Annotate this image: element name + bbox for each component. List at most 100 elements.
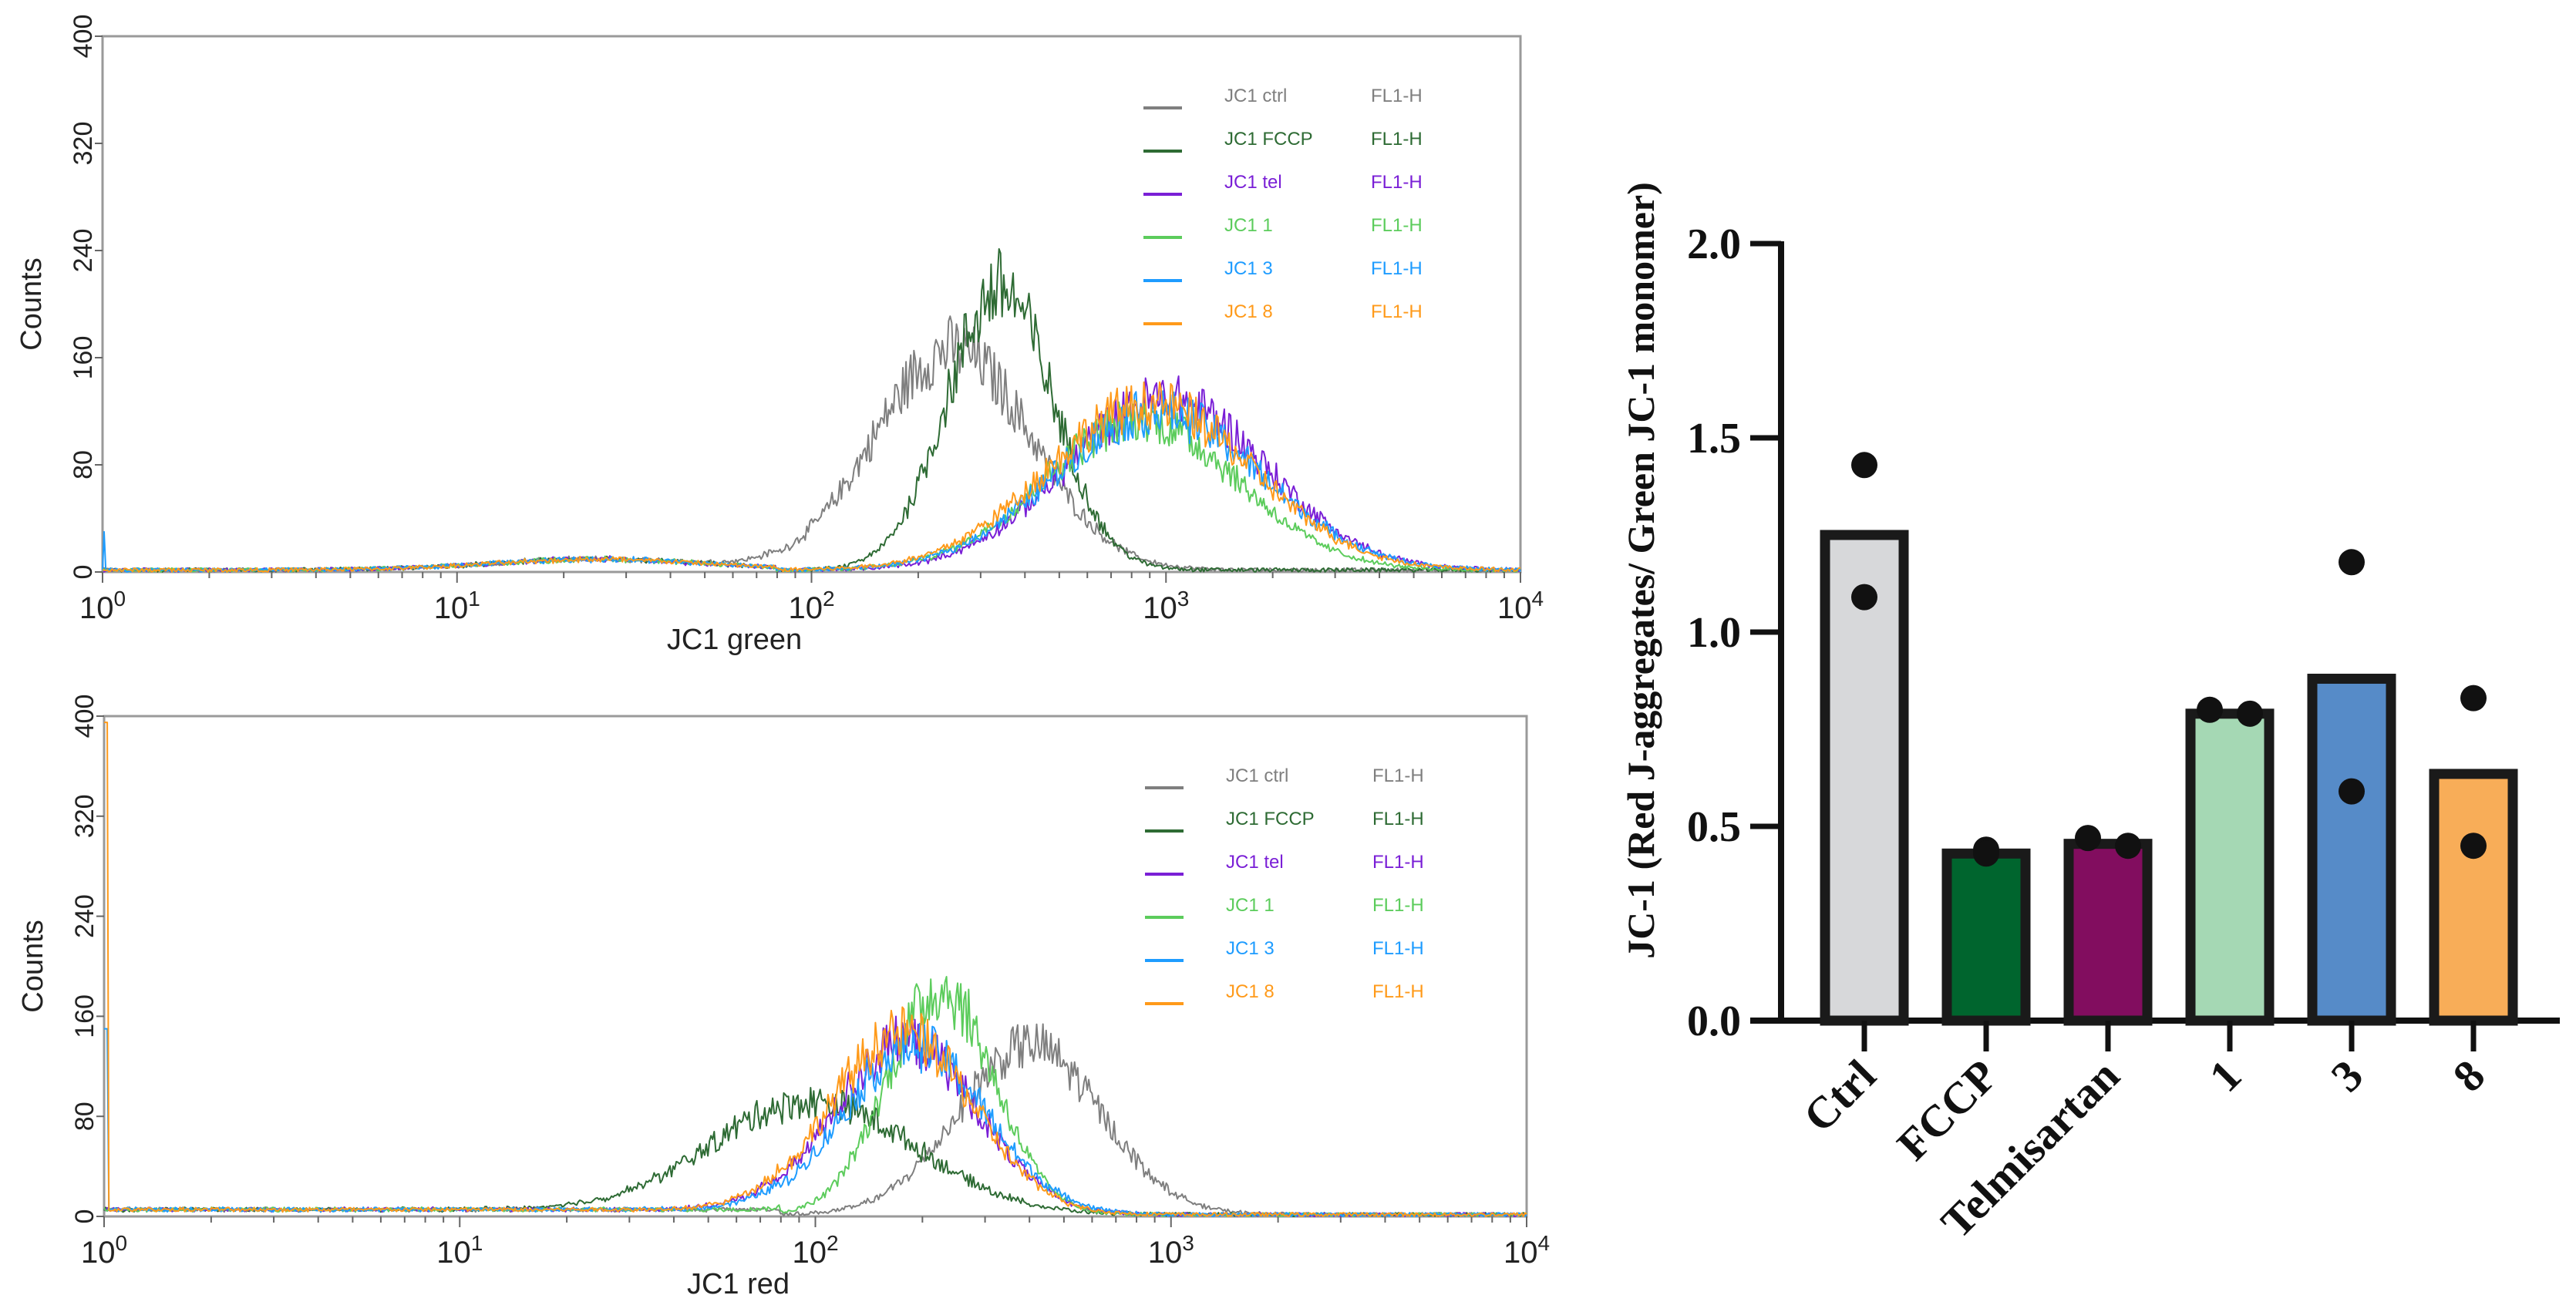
x-tick-base: 10 (1497, 591, 1532, 625)
histogram-series-jc1-1 (102, 401, 1521, 573)
x-tick-base: 10 (79, 591, 114, 625)
y-tick-label: 0 (69, 565, 98, 580)
y-tick-label: 1.0 (1687, 609, 1741, 657)
category-label: 3 (2322, 1050, 2372, 1101)
bar-1 (2185, 708, 2275, 1026)
legend-label: JC1 FCCP (1224, 129, 1313, 150)
data-point (2460, 685, 2487, 712)
legend-label: JC1 1 (1224, 215, 1273, 236)
x-tick-exponent: 3 (1177, 587, 1190, 611)
histogram-series-jc1-1 (103, 976, 1527, 1217)
legend-label: JC1 ctrl (1224, 86, 1287, 106)
bar-3 (2307, 673, 2396, 1026)
x-tick-base: 10 (1504, 1236, 1538, 1270)
x-tick-base: 10 (788, 591, 823, 625)
x-tick-base: 10 (436, 1236, 471, 1270)
legend-channel: FL1-H (1371, 215, 1423, 236)
bar-telmisartan (2063, 839, 2153, 1026)
x-tick-label: 103 (1148, 1231, 1194, 1270)
histogram-series-jc1-tel (102, 375, 1521, 573)
y-tick-label: 320 (69, 122, 98, 166)
legend-channel: FL1-H (1371, 258, 1423, 279)
plot-frame (101, 35, 1522, 574)
x-tick-label: 102 (788, 587, 834, 625)
bar-fccp (1941, 848, 2031, 1026)
y-tick-label: 320 (70, 794, 99, 838)
bar-8 (2429, 769, 2518, 1026)
data-point (2197, 696, 2223, 723)
x-tick-base: 10 (1148, 1236, 1183, 1270)
category-label: 1 (2200, 1050, 2251, 1101)
y-tick-label: 80 (69, 450, 98, 479)
data-point (2339, 778, 2365, 805)
legend-channel: FL1-H (1371, 172, 1423, 193)
y-axis-label: JC-1 (Red J-aggregates/ Green JC-1 monom… (1619, 182, 1662, 959)
y-tick-label: 160 (70, 994, 99, 1038)
y-tick-label: 160 (69, 336, 98, 380)
x-tick-exponent: 1 (468, 587, 480, 611)
y-tick-label: 0.5 (1687, 803, 1741, 851)
x-tick-label: 104 (1497, 587, 1544, 625)
category-label: Ctrl (1793, 1050, 1885, 1142)
data-point (2237, 700, 2263, 727)
legend-channel: FL1-H (1372, 809, 1424, 829)
bar-chart-jc1-ratio: 0.0 0.5 1.0 1.5 2.0 JC-1 (Red J-aggregates/ G… (1619, 182, 2560, 1248)
x-tick-base: 10 (792, 1236, 827, 1270)
x-tick-label: 104 (1504, 1231, 1550, 1270)
bar-ctrl (1820, 530, 1909, 1026)
plot-frame (103, 715, 1528, 1218)
x-tick-label: 102 (792, 1231, 838, 1270)
data-point (2115, 833, 2141, 860)
y-tick-label: 240 (69, 229, 98, 273)
x-tick-label: 100 (79, 587, 126, 625)
histogram-series-jc1-ctrl (102, 315, 1521, 573)
x-tick-label: 101 (434, 587, 480, 625)
category-label: 8 (2443, 1050, 2494, 1101)
x-tick-exponent: 4 (1537, 1231, 1550, 1255)
histogram-series-jc1-fccp (102, 247, 1521, 573)
x-tick-exponent: 2 (827, 1231, 839, 1255)
legend-label: JC1 8 (1224, 301, 1273, 322)
x-axis-label: JC1 green (667, 624, 802, 656)
histogram-series-jc1-8 (104, 722, 1527, 1217)
legend-channel: FL1-H (1371, 129, 1423, 150)
legend-channel: FL1-H (1371, 301, 1423, 322)
legend-label: JC1 tel (1224, 172, 1282, 193)
legend-label: JC1 ctrl (1226, 765, 1288, 786)
x-tick-exponent: 0 (115, 1231, 127, 1255)
legend-label: JC1 FCCP (1226, 809, 1315, 829)
y-tick-label: 0 (70, 1209, 99, 1224)
x-tick-label: 100 (81, 1231, 127, 1270)
data-point (1973, 840, 1999, 867)
x-tick-exponent: 0 (113, 587, 126, 611)
legend-channel: FL1-H (1371, 86, 1423, 106)
legend-channel: FL1-H (1372, 981, 1424, 1002)
histogram-series-jc1-8 (102, 381, 1521, 573)
y-tick-label: 400 (70, 695, 99, 738)
x-tick-exponent: 3 (1182, 1231, 1194, 1255)
category-label: FCCP (1887, 1050, 2007, 1169)
y-axis-label: Counts (15, 257, 48, 350)
y-tick-label: 400 (69, 15, 98, 59)
y-tick-label: 1.5 (1687, 415, 1741, 463)
legend-label: JC1 8 (1226, 981, 1275, 1002)
data-point (1851, 452, 1877, 479)
x-axis-label: JC1 red (687, 1268, 790, 1300)
data-point (2075, 825, 2101, 852)
y-axis-label: Counts (17, 920, 49, 1012)
legend-channel: FL1-H (1372, 852, 1424, 873)
histogram-series-jc1-3 (102, 390, 1521, 573)
histogram-series-jc1-3 (104, 1022, 1527, 1217)
x-tick-label: 101 (436, 1231, 483, 1270)
x-tick-exponent: 1 (471, 1231, 483, 1255)
y-tick-label: 80 (70, 1102, 99, 1131)
x-tick-base: 10 (434, 591, 469, 625)
legend-channel: FL1-H (1372, 895, 1424, 916)
legend-label: JC1 3 (1226, 938, 1275, 959)
legend-label: JC1 1 (1226, 895, 1275, 916)
legend-label: JC1 3 (1224, 258, 1273, 279)
data-point (2460, 833, 2487, 860)
x-tick-label: 103 (1143, 587, 1189, 625)
x-tick-exponent: 2 (823, 587, 835, 611)
